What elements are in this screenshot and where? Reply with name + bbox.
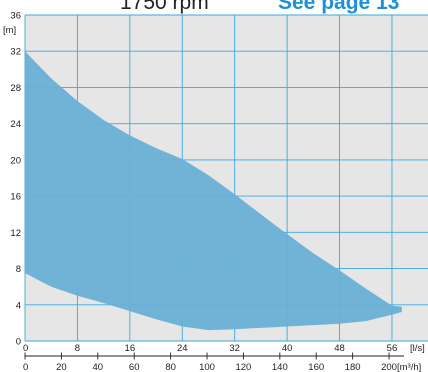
x2-tick-label: 120 [235, 362, 251, 372]
x-tick-label: 48 [334, 343, 345, 354]
x2-tick-label: 80 [165, 362, 176, 372]
x-axis-label: [l/s] [410, 343, 425, 354]
y-tick-label: 20 [10, 155, 21, 166]
y-tick-label: 16 [10, 192, 21, 203]
see-page-link[interactable]: See page 13 [278, 0, 400, 14]
x2-axis-label: [m³/h] [397, 362, 421, 372]
x-tick-label: 24 [177, 343, 188, 354]
performance-envelope [25, 51, 402, 331]
x-tick-label: 32 [229, 343, 240, 354]
y-tick-label: 36 [10, 11, 21, 22]
y-tick-label: 28 [10, 83, 21, 94]
x2-tick-label: 0 [23, 362, 28, 372]
x-tick-label: 16 [125, 343, 136, 354]
y-tick-label: 4 [16, 300, 21, 311]
x-tick-label: 8 [75, 343, 80, 354]
y-tick-label: 32 [10, 47, 21, 58]
y-tick-label: 0 [16, 337, 21, 348]
y-tick-label: 8 [16, 264, 21, 275]
x2-tick-label: 20 [56, 362, 67, 372]
chart-header-speed: 1750 rpm [120, 0, 209, 14]
y-axis-label: [m] [3, 25, 16, 36]
y-tick-label: 24 [10, 119, 21, 130]
x2-tick-label: 200 [381, 362, 397, 372]
x2-tick-label: 140 [272, 362, 288, 372]
x2-tick-label: 60 [129, 362, 140, 372]
y-tick-label: 12 [10, 228, 21, 239]
x2-tick-label: 180 [345, 362, 361, 372]
x2-tick-label: 100 [199, 362, 215, 372]
x-tick-label: 0 [23, 343, 28, 354]
x-tick-label: 40 [282, 343, 293, 354]
x-tick-label: 56 [387, 343, 398, 354]
x2-tick-label: 40 [93, 362, 104, 372]
x2-tick-label: 160 [308, 362, 324, 372]
